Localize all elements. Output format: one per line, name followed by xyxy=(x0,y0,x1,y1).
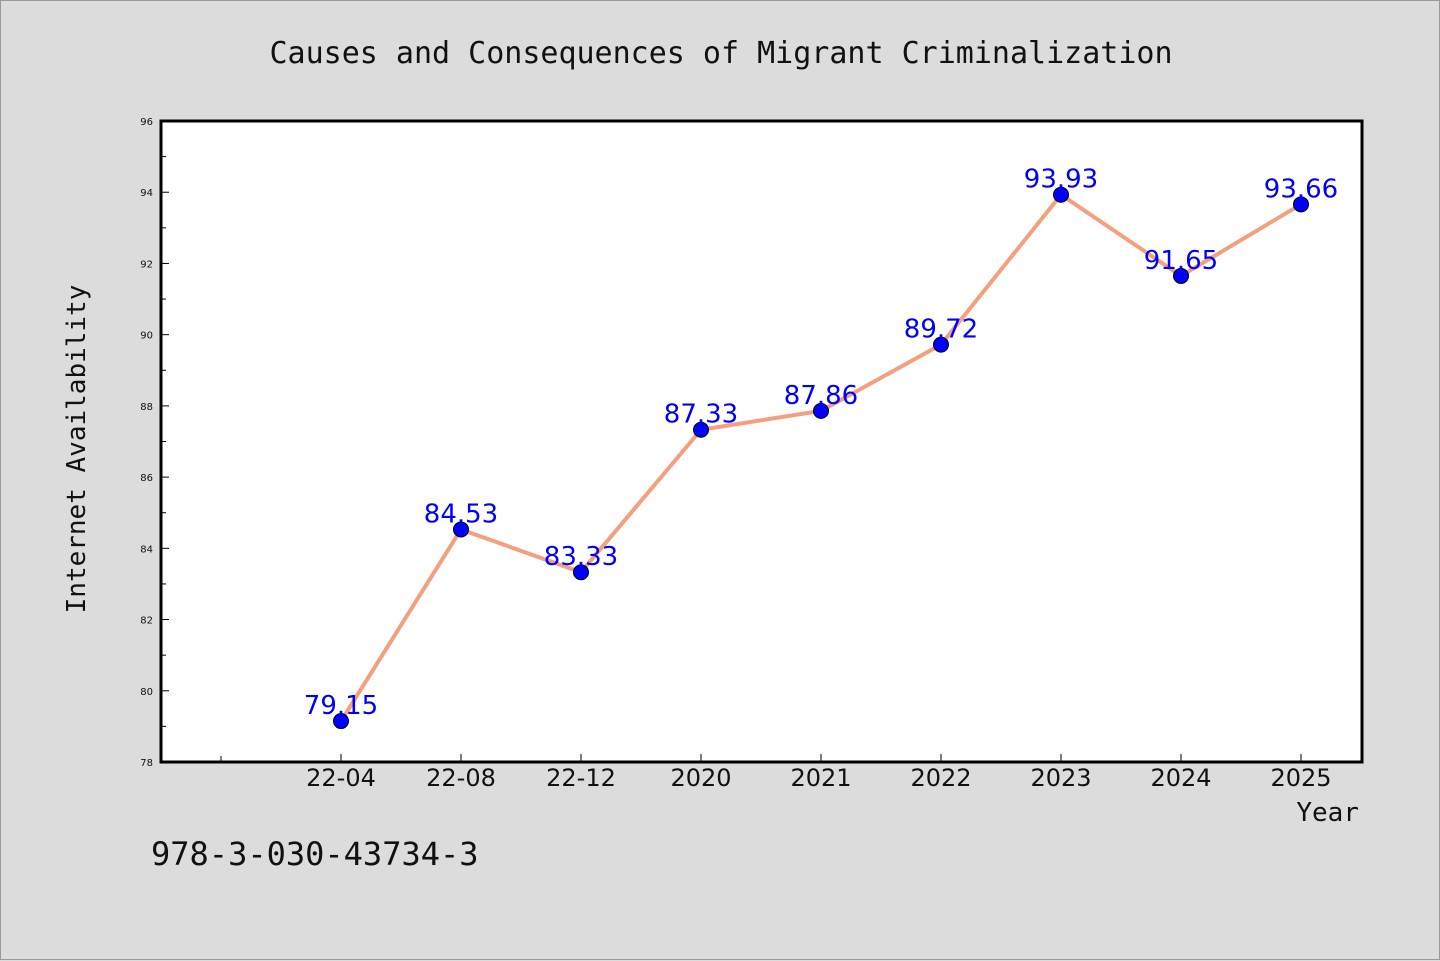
y-axis-label: Internet Availability xyxy=(62,285,92,614)
y-tick-label: 94 xyxy=(140,188,153,199)
x-tick-label: 22-04 xyxy=(306,764,376,792)
data-point xyxy=(693,421,709,438)
data-point xyxy=(453,521,469,538)
y-tick-label: 82 xyxy=(140,616,153,627)
data-point xyxy=(1173,267,1189,284)
data-label: 93.66 xyxy=(1264,174,1338,204)
data-point xyxy=(933,336,949,353)
data-label: 87.86 xyxy=(784,381,858,411)
data-point xyxy=(1053,186,1069,203)
data-label: 84.53 xyxy=(424,499,498,529)
y-tick-label: 86 xyxy=(140,473,153,484)
data-label: 83.33 xyxy=(544,542,618,572)
x-tick-label: 2024 xyxy=(1150,764,1211,792)
x-tick-label: 2025 xyxy=(1270,764,1331,792)
y-tick-label: 92 xyxy=(140,259,153,270)
isbn-footer: 978-3-030-43734-3 xyxy=(151,835,479,873)
y-tick-label: 90 xyxy=(140,331,153,342)
x-axis: 22-04 22-08 22-12 2020 2021 2022 2023 2024 2025 xyxy=(220,754,1332,792)
data-point xyxy=(333,713,349,730)
y-tick-label: 96 xyxy=(140,117,153,128)
y-tick-label: 78 xyxy=(140,758,153,769)
y-axis: 78 80 82 84 86 88 90 92 94 96 xyxy=(140,117,169,769)
y-tick-label: 80 xyxy=(140,687,153,698)
x-tick-label: 2023 xyxy=(1030,764,1091,792)
x-tick-label: 2021 xyxy=(790,764,851,792)
series-layer: 79.15 84.53 83.33 87.33 87.86 89.72 93.93 91.65… xyxy=(304,165,1338,730)
y-tick-label: 84 xyxy=(140,544,153,555)
x-axis-label: Year xyxy=(1296,798,1359,828)
data-label: 91.65 xyxy=(1144,246,1218,276)
data-point xyxy=(813,402,829,419)
data-point xyxy=(573,564,589,581)
x-tick-label: 2020 xyxy=(670,764,731,792)
data-label: 93.93 xyxy=(1024,165,1098,195)
y-tick-label: 88 xyxy=(140,402,153,413)
data-label: 89.72 xyxy=(904,315,978,345)
data-point xyxy=(1293,196,1309,213)
x-tick-label: 22-12 xyxy=(546,764,616,792)
x-tick-label: 22-08 xyxy=(426,764,496,792)
x-tick-label: 2022 xyxy=(910,764,971,792)
plot-area xyxy=(159,119,1364,764)
chart-title: Causes and Consequences of Migrant Crimi… xyxy=(269,36,1172,71)
data-label: 87.33 xyxy=(664,400,738,430)
data-label: 79.15 xyxy=(304,691,378,721)
